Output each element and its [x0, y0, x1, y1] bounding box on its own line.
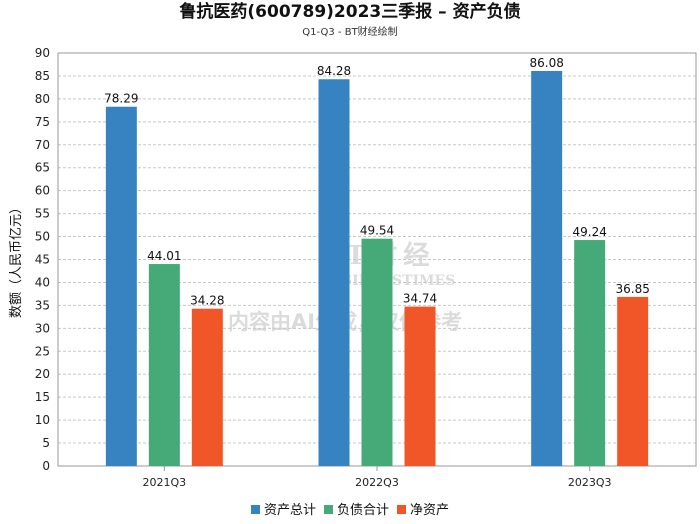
x-tick-label: 2022Q3 — [355, 476, 399, 489]
data-label: 49.24 — [572, 225, 606, 239]
data-label: 44.01 — [147, 249, 181, 263]
y-tick-label: 50 — [35, 230, 50, 244]
y-tick-label: 60 — [35, 184, 50, 198]
y-tick-label: 25 — [35, 344, 50, 358]
data-label: 36.85 — [615, 282, 649, 296]
bar-资产总计 — [105, 106, 137, 466]
y-tick-label: 20 — [35, 367, 50, 381]
legend-swatch — [323, 505, 333, 514]
x-tick-label: 2021Q3 — [143, 476, 187, 489]
y-tick-label: 30 — [35, 321, 50, 335]
chart-subtitle: Q1-Q3 - BT财经绘制 — [302, 27, 398, 38]
chart-title: 鲁抗医药(600789)2023三季报 – 资产负债 — [179, 2, 521, 22]
y-tick-label: 85 — [35, 69, 50, 83]
bar-净资产 — [404, 306, 436, 466]
data-label: 34.74 — [403, 292, 437, 306]
bar-净资产 — [191, 308, 223, 466]
legend: 资产总计 负债合计 净资产 — [0, 503, 700, 519]
y-tick-label: 15 — [35, 390, 50, 404]
y-tick-label: 0 — [42, 459, 50, 473]
bar-负债合计 — [148, 264, 180, 466]
bar-资产总计 — [318, 79, 350, 466]
legend-swatch — [250, 505, 260, 514]
legend-label: 资产总计 — [263, 503, 316, 518]
y-axis-label: 数额（人民币亿元） — [9, 201, 24, 318]
data-label: 78.29 — [104, 92, 138, 106]
y-tick-label: 10 — [35, 413, 50, 427]
legend-label: 净资产 — [410, 503, 450, 518]
y-tick-label: 35 — [35, 298, 50, 312]
y-tick-label: 70 — [35, 138, 50, 152]
y-tick-label: 40 — [35, 275, 50, 289]
bar-负债合计 — [574, 240, 606, 466]
y-tick-label: 65 — [35, 161, 50, 175]
y-tick-label: 90 — [35, 46, 50, 60]
data-label: 49.54 — [360, 224, 394, 238]
y-tick-label: 55 — [35, 207, 50, 221]
data-label: 84.28 — [317, 64, 351, 78]
legend-swatch — [397, 505, 406, 514]
legend-item[interactable]: 负债合计 — [323, 503, 389, 518]
y-tick-label: 5 — [42, 436, 50, 450]
y-tick-label: 80 — [35, 92, 50, 106]
bar-净资产 — [617, 296, 649, 466]
legend-item[interactable]: 资产总计 — [250, 503, 316, 518]
y-tick-label: 45 — [35, 253, 50, 267]
y-tick-label: 75 — [35, 115, 50, 129]
legend-label: 负债合计 — [336, 503, 389, 518]
bar-负债合计 — [361, 238, 393, 466]
legend-item[interactable]: 净资产 — [397, 503, 449, 518]
data-label: 86.08 — [529, 56, 563, 70]
data-label: 34.28 — [190, 294, 224, 308]
bar-资产总计 — [531, 70, 563, 467]
x-tick-label: 2023Q3 — [568, 476, 612, 489]
